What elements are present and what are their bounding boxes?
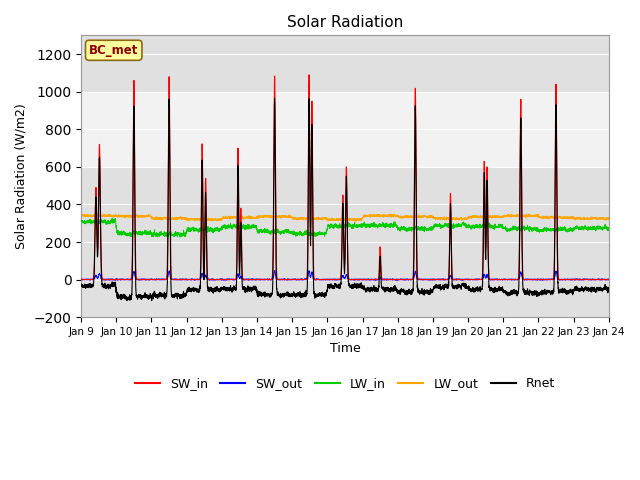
- Y-axis label: Solar Radiation (W/m2): Solar Radiation (W/m2): [15, 103, 28, 249]
- Title: Solar Radiation: Solar Radiation: [287, 15, 403, 30]
- Text: BC_met: BC_met: [89, 44, 138, 57]
- X-axis label: Time: Time: [330, 342, 360, 356]
- Legend: SW_in, SW_out, LW_in, LW_out, Rnet: SW_in, SW_out, LW_in, LW_out, Rnet: [130, 372, 560, 396]
- Bar: [81, 92, 609, 167]
